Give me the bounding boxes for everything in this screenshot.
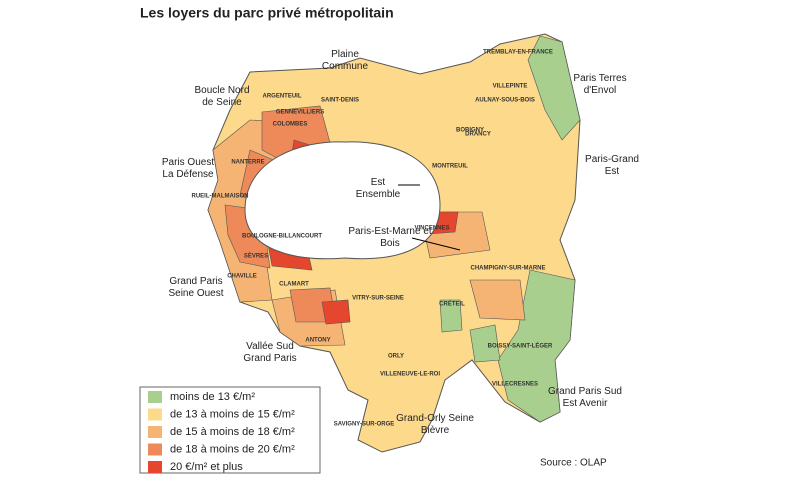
- commune-label: BOBIGNY: [456, 128, 484, 134]
- territory-label-line: Vallée Sud: [246, 341, 294, 352]
- territory-label-line: Bois: [380, 238, 399, 249]
- paris: [244, 141, 441, 260]
- commune-label: RUEIL-MALMAISON: [192, 194, 249, 200]
- territory-label: Plaine Commune: [322, 49, 369, 72]
- commune-label: VILLEPINTE: [493, 84, 528, 90]
- territory-label-line: Commune: [322, 61, 369, 72]
- legend: moins de 13 €/m² de 13 à moins de 15 €/m²…: [148, 391, 295, 473]
- territory-label-line: Ensemble: [356, 189, 401, 200]
- territory-label: Grand-Orly Seine Bièvre: [396, 413, 474, 436]
- territory-label-line: Bièvre: [421, 425, 450, 436]
- territory-label-line: Boucle Nord: [194, 85, 249, 96]
- legend-label: de 13 à moins de 15 €/m²: [170, 408, 295, 420]
- commune-label: BOULOGNE-BILLANCOURT: [242, 234, 322, 240]
- legend-swatch: [148, 408, 162, 421]
- territory-label-line: Grand Paris: [169, 276, 222, 287]
- commune-label: ANTONY: [305, 338, 330, 344]
- territory-label: Paris-Grand Est: [585, 154, 639, 177]
- territory-label: Grand Paris Sud Est Avenir: [548, 386, 622, 409]
- territory-label-line: Est: [605, 166, 620, 177]
- territory-label-line: Paris-Est-Marne et: [348, 226, 432, 237]
- territory-label: Vallée Sud Grand Paris: [243, 341, 296, 364]
- map: ARGENTEUIL GENNEVILLIERS COLOMBES NANTERRE R…: [162, 33, 639, 453]
- territory-label: Est Ensemble: [356, 177, 401, 200]
- territory-label-line: La Défense: [162, 169, 214, 180]
- territory-label-line: Plaine: [331, 49, 359, 60]
- commune-label: VINCENNES: [414, 226, 449, 232]
- legend-box: [139, 386, 321, 474]
- territory-label-line: Grand-Orly Seine: [396, 413, 474, 424]
- legend-swatch: [148, 426, 162, 438]
- territory-label-line: Grand Paris Sud: [548, 386, 622, 397]
- commune-label: NANTERRE: [231, 160, 264, 166]
- commune-label: ORLY: [388, 354, 404, 360]
- legend-swatch: [148, 461, 162, 473]
- territory-label: Paris Terres d'Envol: [573, 73, 626, 96]
- territory-label-line: Seine Ouest: [168, 288, 223, 299]
- commune-label: CHAMPIGNY-SUR-MARNE: [471, 266, 546, 272]
- commune-label: VILLECRESNES: [492, 382, 538, 388]
- legend-label: 20 €/m² et plus: [170, 461, 243, 473]
- territory-label-line: Grand Paris: [243, 353, 296, 364]
- commune-label: CLAMART: [279, 282, 309, 288]
- commune-label: VITRY-SUR-SEINE: [352, 296, 404, 302]
- commune-label: CRÉTEIL: [439, 300, 465, 308]
- commune-label: SAVIGNY-SUR-ORGE: [334, 422, 395, 428]
- territory-label-line: Paris Ouest: [162, 157, 214, 168]
- territory-label: Paris-Est-Marne et Bois: [348, 226, 432, 249]
- legend-label: de 15 à moins de 18 €/m²: [170, 426, 295, 438]
- territory-label-line: Paris Terres: [573, 73, 626, 84]
- commune-label: ARGENTEUIL: [263, 94, 302, 100]
- commune-label: CHAVILLE: [227, 274, 257, 280]
- legend-label: moins de 13 €/m²: [170, 391, 255, 403]
- territory-zone: [469, 324, 501, 363]
- commune-label: MONTREUIL: [432, 164, 468, 170]
- territory-label-line: de Seine: [202, 97, 242, 108]
- territory-label: Boucle Nord de Seine: [194, 85, 249, 108]
- legend-label: de 18 à moins de 20 €/m²: [170, 443, 295, 455]
- territory-zone: [439, 299, 463, 333]
- territory-zone: [527, 35, 581, 141]
- territory-zone: [497, 269, 576, 423]
- legend-swatch: [148, 443, 162, 456]
- legend-swatch: [148, 391, 162, 403]
- territory-label-line: d'Envol: [584, 85, 617, 96]
- title: Les loyers du parc privé métropolitain: [140, 5, 394, 21]
- commune-label: COLOMBES: [273, 122, 308, 128]
- territory-zone: [321, 299, 351, 325]
- territory-zone: [469, 279, 526, 321]
- territory-label: Paris Ouest La Défense: [162, 157, 214, 180]
- territory-label-line: Paris-Grand: [585, 154, 639, 165]
- source: Source : OLAP: [540, 458, 607, 469]
- commune-label: DRANCY: [465, 132, 491, 138]
- commune-label: AULNAY-SOUS-BOIS: [475, 98, 535, 104]
- pointer: [411, 237, 461, 251]
- commune-label: VILLENEUVE-LE-ROI: [380, 372, 440, 378]
- territory-label-line: Est: [371, 177, 386, 188]
- commune-label: SÈVRES: [244, 252, 268, 260]
- commune-label: BOISSY-SAINT-LÉGER: [488, 342, 553, 350]
- commune-label: GENNEVILLIERS: [276, 110, 324, 116]
- territory-label: Grand Paris Seine Ouest: [168, 276, 223, 299]
- commune-label: TREMBLAY-EN-FRANCE: [483, 50, 553, 56]
- territory-label-line: Est Avenir: [563, 398, 609, 409]
- commune-label: SAINT-DENIS: [321, 98, 359, 104]
